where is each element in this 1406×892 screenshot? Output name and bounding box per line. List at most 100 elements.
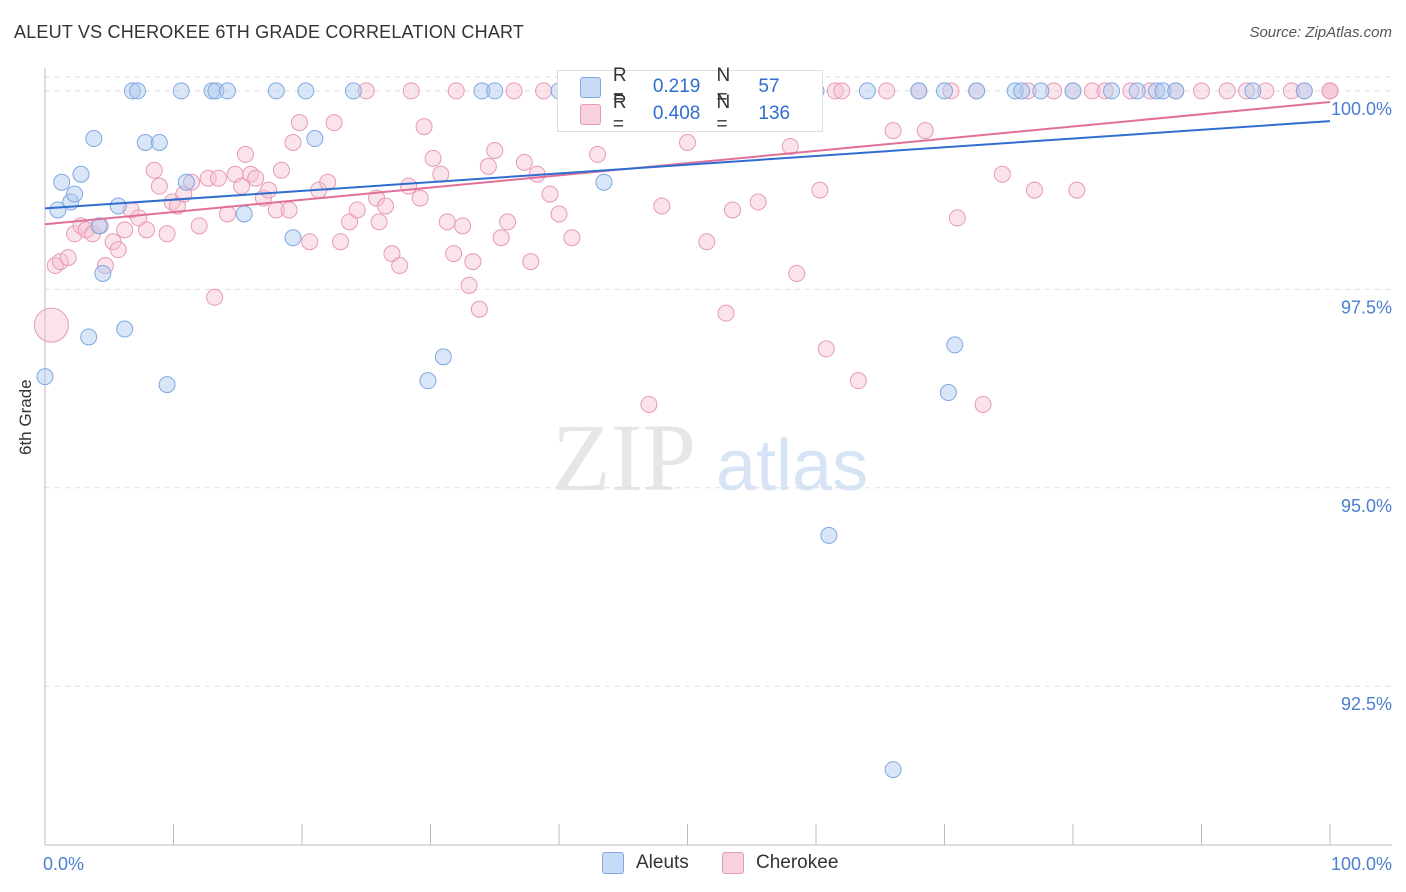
cherokee-point [1096, 82, 1114, 100]
aleut-point [344, 82, 362, 100]
legend-label-aleuts: Aleuts [636, 852, 689, 873]
aleut-point [936, 82, 953, 100]
cherokee-point [505, 82, 523, 100]
cherokee-point [348, 201, 366, 219]
cherokee-point [445, 245, 463, 263]
cherokee-point [1045, 82, 1063, 100]
cherokee-point [717, 304, 735, 322]
aleut-point [129, 82, 147, 100]
cherokee-point [1237, 82, 1255, 100]
cherokee-point [319, 173, 337, 191]
x-tick-label: 0.0% [43, 854, 84, 874]
aleut-point [72, 165, 90, 183]
cherokee-point [1257, 82, 1275, 100]
cherokee-point [942, 82, 960, 100]
cherokee-point [1193, 82, 1210, 100]
aleut-point [939, 384, 957, 402]
aleut-point [136, 134, 154, 152]
cherokee-point [284, 134, 302, 152]
cherokee-point [447, 82, 465, 100]
cherokee-point [916, 122, 934, 140]
cherokee-point [59, 249, 77, 267]
cherokee-point [479, 157, 497, 175]
legend-item-cherokee: Cherokee [722, 852, 838, 874]
legend-swatch-aleuts [602, 852, 624, 874]
legend-row-cherokee: R = 0.408 N = 136 [580, 92, 822, 135]
x-tick-label: 100.0% [1331, 854, 1392, 874]
y-tick-label: 95.0% [1341, 496, 1392, 516]
cherokee-point [470, 300, 488, 318]
cherokee-point [415, 118, 433, 136]
aleut-point [203, 82, 221, 100]
cherokee-point [109, 241, 127, 259]
cherokee-point [341, 213, 359, 231]
cherokee-point [563, 229, 581, 247]
cherokee-point [499, 213, 517, 231]
aleut-point [473, 82, 491, 100]
cherokee-point [332, 233, 350, 251]
cherokee-point [411, 189, 429, 207]
cherokee-point [247, 169, 265, 187]
cherokee-point [182, 173, 200, 191]
aleut-point [80, 328, 98, 346]
aleut-point [858, 82, 876, 100]
cherokee-point [884, 122, 902, 140]
series-legend: Aleuts Cherokee [0, 852, 1406, 878]
cherokee-point [357, 82, 375, 100]
source-label: Source: ZipAtlas.com [1249, 24, 1392, 41]
aleut-trend-line [44, 120, 1331, 210]
cherokee-point [1218, 82, 1236, 100]
y-tick-label: 97.5% [1341, 297, 1392, 317]
watermark: ZIP atlas [552, 404, 868, 511]
cherokee-point [138, 221, 156, 239]
legend-row-aleuts: R = 0.219 N = 57 [580, 65, 822, 108]
cherokee-point [402, 82, 420, 100]
aleut-point [53, 173, 71, 191]
legend-n-value: 57 [758, 76, 780, 97]
cherokee-point [817, 340, 835, 358]
legend-r-value: 0.219 [652, 76, 701, 97]
cherokee-point [158, 225, 176, 243]
aleut-point [1128, 82, 1146, 100]
cherokee-point [432, 165, 450, 183]
cherokee-point [130, 209, 148, 227]
y-tick-label: 100.0% [1331, 99, 1392, 119]
cherokee-point [541, 185, 559, 203]
cherokee-point [826, 82, 844, 100]
cherokee-point [723, 201, 741, 219]
cherokee-point [849, 372, 867, 390]
cherokee-point [811, 181, 829, 199]
cherokee-point [370, 213, 388, 231]
aleut-point [297, 82, 315, 100]
aleut-point [968, 82, 986, 100]
aleut-point [207, 82, 225, 100]
cherokee-point [788, 264, 806, 282]
axes [44, 68, 1392, 846]
cherokee-point [260, 181, 278, 199]
cherokee-point [1019, 82, 1037, 100]
cherokee-point [383, 245, 401, 263]
aleut-point [946, 336, 964, 354]
cherokee-point [400, 177, 418, 195]
cherokee-point [33, 307, 69, 343]
cherokee-point [653, 197, 671, 215]
x-tick-labels: 0.0% 100.0% [43, 854, 1392, 874]
cherokee-point [424, 149, 442, 167]
cherokee-point [550, 205, 568, 223]
cherokee-point [199, 169, 217, 187]
legend-swatch-aleuts [580, 76, 601, 98]
aleut-point [267, 82, 285, 100]
cherokee-point [290, 114, 308, 132]
cherokee-point [301, 233, 319, 251]
cherokee-point [1122, 82, 1140, 100]
cherokee-point [535, 82, 553, 100]
aleut-point [109, 197, 127, 215]
cherokee-point [150, 177, 168, 195]
cherokee-point [51, 253, 69, 271]
aleut-point [1103, 82, 1121, 100]
chart-title: ALEUT VS CHEROKEE 6TH GRADE CORRELATION … [14, 22, 525, 42]
legend-item-aleuts: Aleuts [602, 852, 689, 874]
cherokee-point [460, 276, 478, 294]
aleut-point [90, 217, 108, 235]
aleut-point [36, 368, 54, 386]
